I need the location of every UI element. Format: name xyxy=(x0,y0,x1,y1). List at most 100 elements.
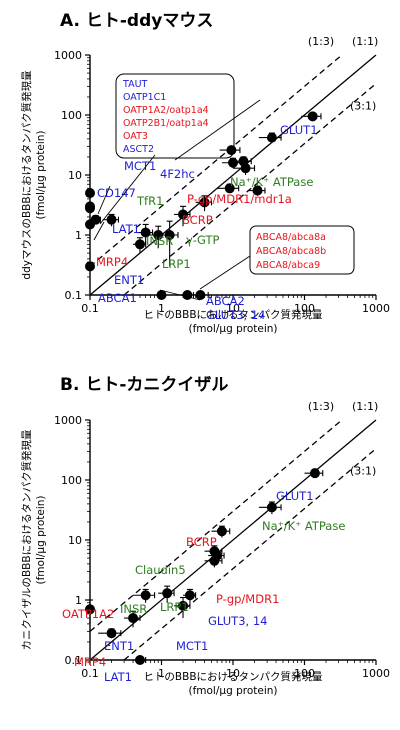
point-label: 4F2hc xyxy=(160,167,195,181)
data-point xyxy=(252,185,263,196)
point-label: MRP4 xyxy=(74,655,106,669)
data-point xyxy=(85,604,95,615)
data-point xyxy=(226,145,237,156)
data-point xyxy=(266,132,277,143)
point-label: GLUT3, 14 xyxy=(208,614,267,628)
data-point xyxy=(307,111,318,122)
point-label: GLUT3, 14 xyxy=(206,308,265,322)
point-label: BCRP xyxy=(186,535,217,549)
data-point xyxy=(216,526,227,537)
point-label: Na⁺/K⁺ ATPase xyxy=(262,519,345,533)
panel-b-title: B. ヒト-カニクイザル xyxy=(60,375,228,395)
point-label: Na⁺/K⁺ ATPase xyxy=(230,175,313,189)
data-point xyxy=(182,290,193,300)
point-label: OATP1A2 xyxy=(62,607,114,621)
point-label: INSR xyxy=(146,234,173,248)
x-axis-label: ヒトのBBBにおけるタンパク質発現量 xyxy=(143,308,323,321)
point-label: ENT1 xyxy=(114,273,144,287)
point-label: OAT3 xyxy=(123,131,148,142)
reference-line xyxy=(89,419,377,661)
y-tick-label: 0.1 xyxy=(65,289,83,302)
panel-b-chart: B. ヒト-カニクイザル 0.10.1 1 1 10 10 100 100 1000 1000 (… xyxy=(20,375,390,697)
data-point xyxy=(85,188,95,199)
data-point xyxy=(228,157,238,168)
label-group-box xyxy=(249,225,355,275)
x-tick-label: 10 xyxy=(226,667,240,680)
y-axis-label: ddyマウスのBBBにおけるタンパク質発現量 xyxy=(20,70,33,280)
pointer-line xyxy=(99,154,156,225)
reference-line-label: (1:3) xyxy=(308,400,334,413)
point-label: MCT1 xyxy=(176,639,208,653)
reference-line-label: (3:1) xyxy=(350,100,376,113)
reference-line xyxy=(89,54,377,296)
reference-line-label: (3:1) xyxy=(350,465,376,478)
y-tick-label: 10 xyxy=(68,169,82,182)
point-label: OATP1C1 xyxy=(123,92,166,103)
point-label: ENT1 xyxy=(104,639,134,653)
pointer-line xyxy=(199,255,251,290)
data-point xyxy=(162,588,173,599)
reference-line xyxy=(89,419,343,632)
y-tick-label: 1 xyxy=(75,229,82,242)
point-label: ABCA8/abca8b xyxy=(256,246,326,257)
reference-line-label: (1:1) xyxy=(352,35,378,48)
data-point xyxy=(128,613,139,624)
reference-line xyxy=(123,83,377,296)
y-tick-label: 1000 xyxy=(54,49,82,62)
data-point xyxy=(134,655,145,665)
point-label: MRP4 xyxy=(96,255,128,269)
data-point xyxy=(240,163,251,174)
point-label: OATP2B1/oatp1a4 xyxy=(123,118,209,129)
point-label: GLUT1 xyxy=(276,489,314,503)
reference-line-label: (1:1) xyxy=(352,400,378,413)
data-point xyxy=(106,628,117,639)
point-label: LRP1 xyxy=(160,600,189,614)
x-tick-label: 100 xyxy=(294,302,315,315)
y-tick-label: 1 xyxy=(75,594,82,607)
panel-a-chart: A. ヒト-ddyマウス 0.10.1 1 1 10 10 100 100 1000 1000 (… xyxy=(20,11,390,335)
point-label: MCT1 xyxy=(124,159,156,173)
point-label: TAUT xyxy=(122,79,148,90)
point-label: ASCT2 xyxy=(123,144,154,155)
point-label: P-gp/MDR1 xyxy=(216,592,279,606)
x-tick-label: 10 xyxy=(226,302,240,315)
data-point xyxy=(309,468,320,479)
x-tick-label: 1000 xyxy=(362,667,390,680)
point-label: ABCA2 xyxy=(206,294,245,308)
y-tick-label: 10 xyxy=(68,534,82,547)
y-axis-unit: (fmol/µg protein) xyxy=(35,495,47,584)
pointer-line xyxy=(174,99,261,161)
point-label: GLUT1 xyxy=(280,123,318,137)
point-label: LRP1 xyxy=(162,257,191,271)
point-label: LAT1 xyxy=(104,670,132,684)
data-point xyxy=(153,230,164,240)
data-point xyxy=(140,590,151,601)
x-tick-label: 100 xyxy=(294,667,315,680)
pointer-line xyxy=(93,221,105,241)
y-tick-label: 100 xyxy=(61,109,82,122)
y-tick-label: 1000 xyxy=(54,414,82,427)
point-label: ABCA8/abca9 xyxy=(256,260,320,271)
label-group-box xyxy=(115,73,235,159)
panel-a-title: A. ヒト-ddyマウス xyxy=(60,11,213,31)
x-axis-label: ヒトのBBBにおけるタンパク質発現量 xyxy=(143,670,323,683)
data-point xyxy=(85,219,95,230)
data-point xyxy=(85,261,95,272)
pointer-line xyxy=(97,185,111,215)
y-axis-label: カニクイザルのBBBにおけるタンパク質発現量 xyxy=(20,429,33,651)
x-tick-label: 0.1 xyxy=(81,302,99,315)
point-label: Claudin5 xyxy=(135,563,186,577)
data-point xyxy=(140,227,151,238)
point-label: γ-GTP xyxy=(186,233,219,247)
x-tick-label: 1 xyxy=(158,302,165,315)
data-point xyxy=(209,555,220,566)
x-axis-unit: (fmol/µg protein) xyxy=(188,323,277,335)
data-point xyxy=(266,502,277,513)
data-point xyxy=(134,239,145,250)
data-point xyxy=(106,214,117,225)
reference-line xyxy=(89,54,343,267)
x-tick-label: 1 xyxy=(158,667,165,680)
point-label: BCRP xyxy=(182,213,213,227)
point-label: OATP1A2/oatp1a4 xyxy=(123,105,209,116)
